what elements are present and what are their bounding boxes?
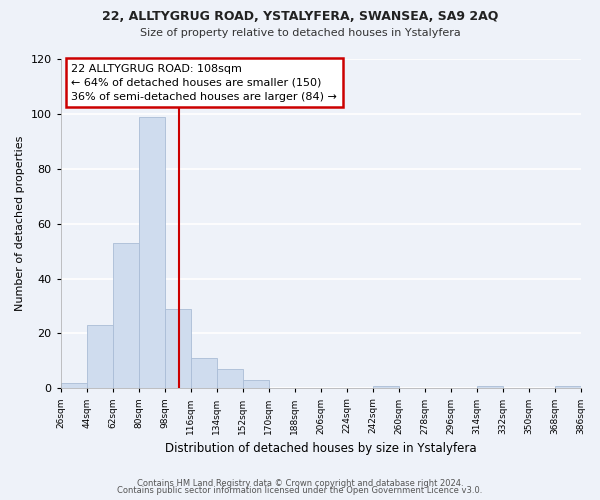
Text: Contains public sector information licensed under the Open Government Licence v3: Contains public sector information licen…: [118, 486, 482, 495]
Bar: [61, 383, 86, 388]
Text: 22 ALLTYGRUG ROAD: 108sqm
← 64% of detached houses are smaller (150)
36% of semi: 22 ALLTYGRUG ROAD: 108sqm ← 64% of detac…: [71, 64, 337, 102]
Bar: [554, 386, 581, 388]
Y-axis label: Number of detached properties: Number of detached properties: [15, 136, 25, 312]
X-axis label: Distribution of detached houses by size in Ystalyfera: Distribution of detached houses by size …: [165, 442, 476, 455]
Bar: [373, 386, 398, 388]
Bar: [217, 369, 242, 388]
Bar: [164, 308, 191, 388]
Bar: [191, 358, 217, 388]
Text: 22, ALLTYGRUG ROAD, YSTALYFERA, SWANSEA, SA9 2AQ: 22, ALLTYGRUG ROAD, YSTALYFERA, SWANSEA,…: [102, 10, 498, 23]
Bar: [113, 243, 139, 388]
Bar: [476, 386, 503, 388]
Bar: [86, 325, 113, 388]
Text: Contains HM Land Registry data © Crown copyright and database right 2024.: Contains HM Land Registry data © Crown c…: [137, 478, 463, 488]
Bar: [242, 380, 269, 388]
Bar: [139, 116, 164, 388]
Text: Size of property relative to detached houses in Ystalyfera: Size of property relative to detached ho…: [140, 28, 460, 38]
